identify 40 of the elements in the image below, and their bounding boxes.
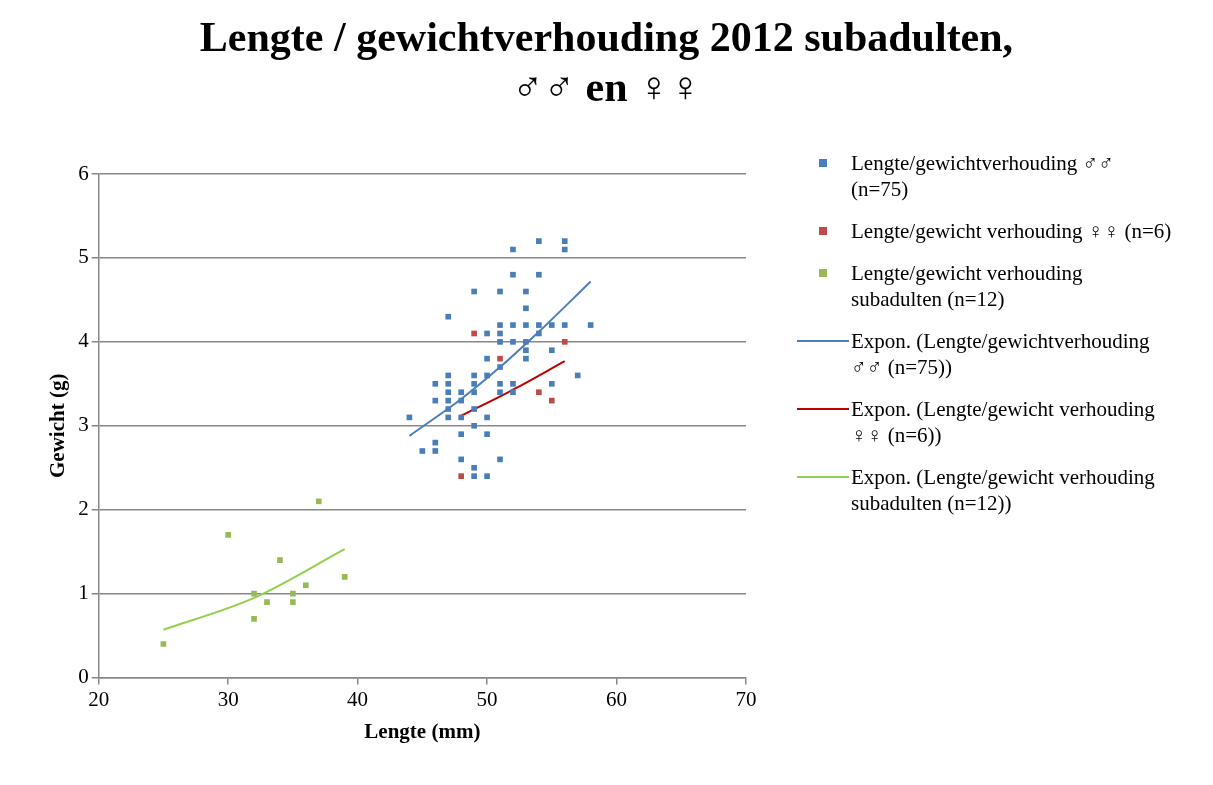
line-series (408, 280, 592, 437)
legend-label: Expon. (Lengte/gewichtverhouding ♂♂ (n=75)) (851, 328, 1151, 380)
point (315, 498, 322, 505)
point (536, 389, 542, 396)
legend-label: Lengte/gewichtverhouding ♂♂ (n=75) (851, 150, 1115, 202)
legend-label: Expon. (Lengte/gewicht verhouding subadulten (n=12)) (851, 464, 1156, 516)
y-tick-label: 1 (78, 580, 89, 605)
legend-label: Lengte/gewicht verhouding ♀♀ (n=6) (851, 218, 1173, 244)
x-axis-title: Lengte (mm) (364, 718, 481, 743)
point (277, 557, 283, 563)
x-tick-label: 40 (347, 686, 369, 711)
y-axis-title: Gewicht (g) (45, 373, 70, 478)
point (251, 616, 257, 622)
x-tick-label: 30 (217, 686, 239, 711)
point (548, 397, 555, 404)
y-tick-label: 4 (78, 328, 90, 353)
point (225, 532, 231, 538)
x-tick-label: 70 (735, 686, 757, 711)
point (160, 641, 167, 647)
y-tick-label: 5 (78, 244, 89, 269)
x-tick-label: 60 (606, 686, 628, 711)
point (264, 599, 270, 605)
point (561, 339, 568, 345)
y-tick-label: 6 (78, 160, 89, 185)
point (251, 590, 257, 597)
point (290, 599, 296, 605)
point (290, 590, 296, 597)
point (458, 473, 465, 479)
point (497, 355, 503, 362)
point (303, 582, 309, 589)
x-tick-label: 50 (476, 686, 498, 711)
x-tick-label: 20 (88, 686, 110, 711)
legend-label: Expon. (Lengte/gewicht verhouding ♀♀ (n=6)) (851, 396, 1156, 448)
legend-label: Lengte/gewicht verhouding subadulten (n=12) (851, 260, 1084, 312)
point (471, 330, 477, 337)
chart-title: Lengte / gewichtverhouding 2012 subadulten, ♂♂ en ♀♀ (198, 13, 1015, 112)
y-tick-label: 0 (78, 664, 89, 689)
point (341, 574, 348, 580)
y-tick-label: 3 (78, 412, 89, 437)
y-tick-label: 2 (78, 496, 89, 521)
